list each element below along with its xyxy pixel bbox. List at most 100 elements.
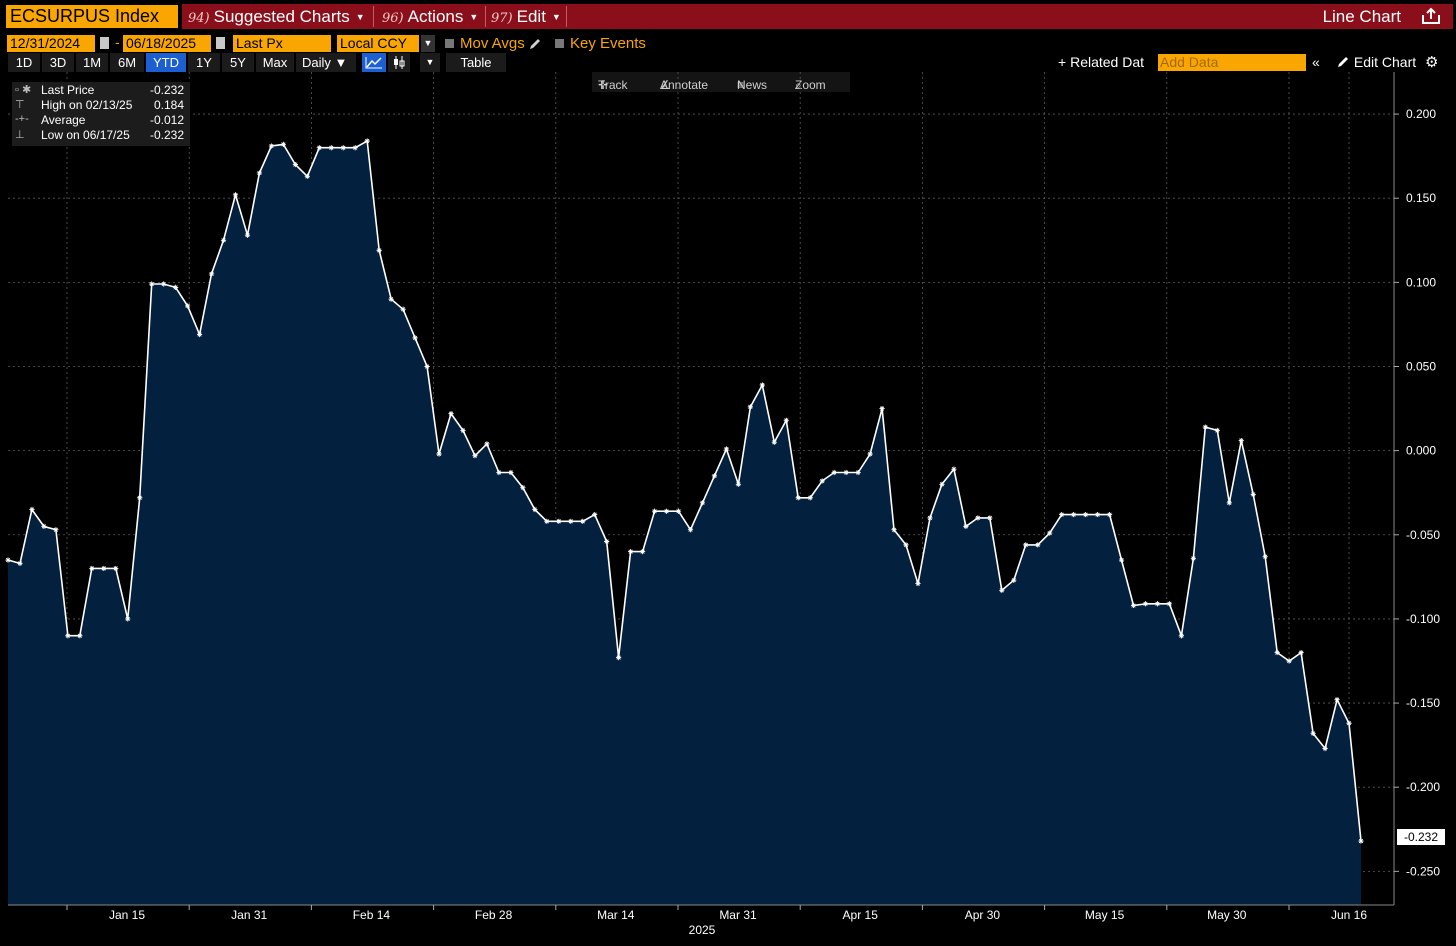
legend-average: -+- Average -0.012 (12, 113, 190, 128)
data-point-marker (580, 518, 586, 524)
y-tick-label: -0.050 (1406, 528, 1440, 542)
currency-selector[interactable]: Local CCY (337, 35, 419, 52)
line-chart-icon[interactable] (362, 53, 386, 72)
data-point-marker (5, 557, 11, 563)
legend-last-price: ▫ ✱ Last Price -0.232 (12, 83, 190, 98)
period-3d-button[interactable]: 3D (42, 53, 74, 72)
data-point-marker (1083, 511, 1089, 518)
pencil-icon[interactable] (528, 37, 542, 51)
x-tick-label: Jun 16 (1331, 908, 1367, 922)
data-point-marker (1106, 511, 1113, 518)
end-date-field[interactable]: 06/18/2025 (123, 35, 211, 52)
data-point-marker (280, 141, 286, 147)
period-5y-button[interactable]: 5Y (222, 53, 254, 72)
x-tick-label: Feb 14 (353, 908, 391, 922)
crosshair-icon: ✛ (598, 78, 609, 92)
period-ytd-button[interactable]: YTD (146, 53, 186, 72)
data-point-marker (628, 549, 634, 555)
data-point-marker (388, 296, 394, 302)
series-area (8, 141, 1361, 905)
data-point-marker (1202, 424, 1208, 430)
data-point-marker (328, 145, 334, 151)
y-tick-label: 0.100 (1406, 275, 1436, 289)
chart-legend: ▫ ✱ Last Price -0.232 ⊤ High on 02/13/25… (12, 82, 190, 146)
annotate-label: Annotate (660, 78, 709, 92)
x-tick-label: Mar 14 (597, 908, 635, 922)
data-point-marker (639, 549, 646, 555)
field-selector[interactable]: Last Px (233, 35, 331, 52)
period-1m-button[interactable]: 1M (76, 53, 108, 72)
frequency-dropdown[interactable]: Daily ▼ (296, 53, 356, 72)
data-point-marker (819, 478, 825, 484)
last-value-tag: -0.232 (1397, 829, 1445, 845)
gear-icon[interactable]: ⚙ (1425, 54, 1439, 71)
magnifier-icon: ⌕ (795, 78, 802, 92)
data-point-marker (1190, 555, 1196, 561)
legend-label: Last Price (41, 83, 95, 97)
candlestick-icon[interactable] (388, 53, 410, 72)
y-tick-label: 0.150 (1406, 191, 1436, 205)
data-point-marker (783, 417, 789, 423)
suggested-charts-menu[interactable]: 94) Suggested Charts ▼ (188, 4, 365, 29)
data-point-marker (1035, 542, 1041, 548)
data-point-marker (113, 565, 119, 572)
add-data-input[interactable]: Add Data (1158, 54, 1306, 71)
edit-chart-button[interactable]: Edit Chart (1336, 53, 1416, 72)
data-point-marker (951, 466, 957, 472)
chevron-down-icon[interactable]: ▼ (420, 53, 440, 72)
plus-icon: + (1058, 54, 1067, 70)
ticker-field[interactable]: ECSURPUS Index (6, 5, 178, 28)
period-max-button[interactable]: Max (256, 53, 294, 72)
chevron-down-icon: ▼ (551, 12, 561, 22)
menu-number: 96) (382, 11, 404, 26)
actions-menu[interactable]: 96) Actions ▼ (382, 4, 478, 29)
chevron-down-icon: ▼ (469, 12, 479, 22)
related-data-button[interactable]: + Related Dat (1058, 53, 1144, 72)
data-point-marker (89, 565, 95, 572)
data-point-marker (879, 405, 885, 412)
collapse-icon[interactable]: « (1312, 54, 1320, 70)
y-tick-label: -0.250 (1406, 864, 1440, 878)
price-chart[interactable]: 0.200 0.150 0.100 0.050 0.000 -0.050 -0.100 -0.… (0, 72, 1456, 946)
calendar-icon[interactable] (100, 37, 109, 49)
data-point-marker (699, 500, 706, 506)
key-events-checkbox[interactable] (555, 39, 564, 48)
legend-low: ⊥ Low on 06/17/25 -0.232 (12, 128, 190, 143)
edit-menu[interactable]: 97) Edit ▼ (491, 4, 561, 29)
data-point-marker (723, 446, 730, 452)
period-1d-button[interactable]: 1D (8, 53, 40, 72)
share-icon[interactable] (1420, 6, 1442, 26)
period-6m-button[interactable]: 6M (110, 53, 144, 72)
y-tick-label: 0.000 (1406, 444, 1436, 458)
data-point-marker (196, 331, 203, 338)
y-tick-label: -0.150 (1406, 696, 1440, 710)
marker-icon: ▫ ✱ (15, 84, 32, 96)
data-point-marker (532, 506, 538, 513)
x-tick-label: Feb 28 (475, 908, 513, 922)
mov-avgs-checkbox[interactable] (445, 39, 454, 48)
data-point-marker (316, 145, 322, 151)
related-data-label: Related Dat (1070, 54, 1145, 70)
data-point-marker (903, 542, 909, 548)
data-point-marker (484, 441, 490, 447)
data-point-marker (663, 508, 670, 514)
chart-options-bar: 12/31/2024 - 06/18/2025 Last Px Local CC… (0, 34, 1456, 53)
data-point-marker (520, 485, 526, 491)
title-bar: ECSURPUS Index 94) Suggested Charts ▼ 96) A… (0, 0, 1456, 33)
period-1y-button[interactable]: 1Y (188, 53, 220, 72)
data-point-marker (735, 481, 741, 487)
low-marker-icon: ⊥ (15, 129, 25, 141)
chevron-down-icon[interactable]: ▼ (421, 35, 435, 52)
table-button[interactable]: Table (446, 53, 506, 72)
key-events-label[interactable]: Key Events (570, 35, 646, 52)
data-point-marker (460, 427, 466, 434)
mov-avgs-label[interactable]: Mov Avgs (460, 35, 525, 52)
news-label: News (737, 78, 768, 92)
start-date-field[interactable]: 12/31/2024 (7, 35, 95, 52)
y-tick-label: 0.050 (1406, 359, 1436, 373)
calendar-icon[interactable] (216, 37, 225, 49)
data-point-marker (1226, 500, 1232, 506)
news-icon: ≡ (737, 78, 745, 92)
menu-divider (566, 6, 567, 27)
data-point-marker (867, 451, 873, 457)
